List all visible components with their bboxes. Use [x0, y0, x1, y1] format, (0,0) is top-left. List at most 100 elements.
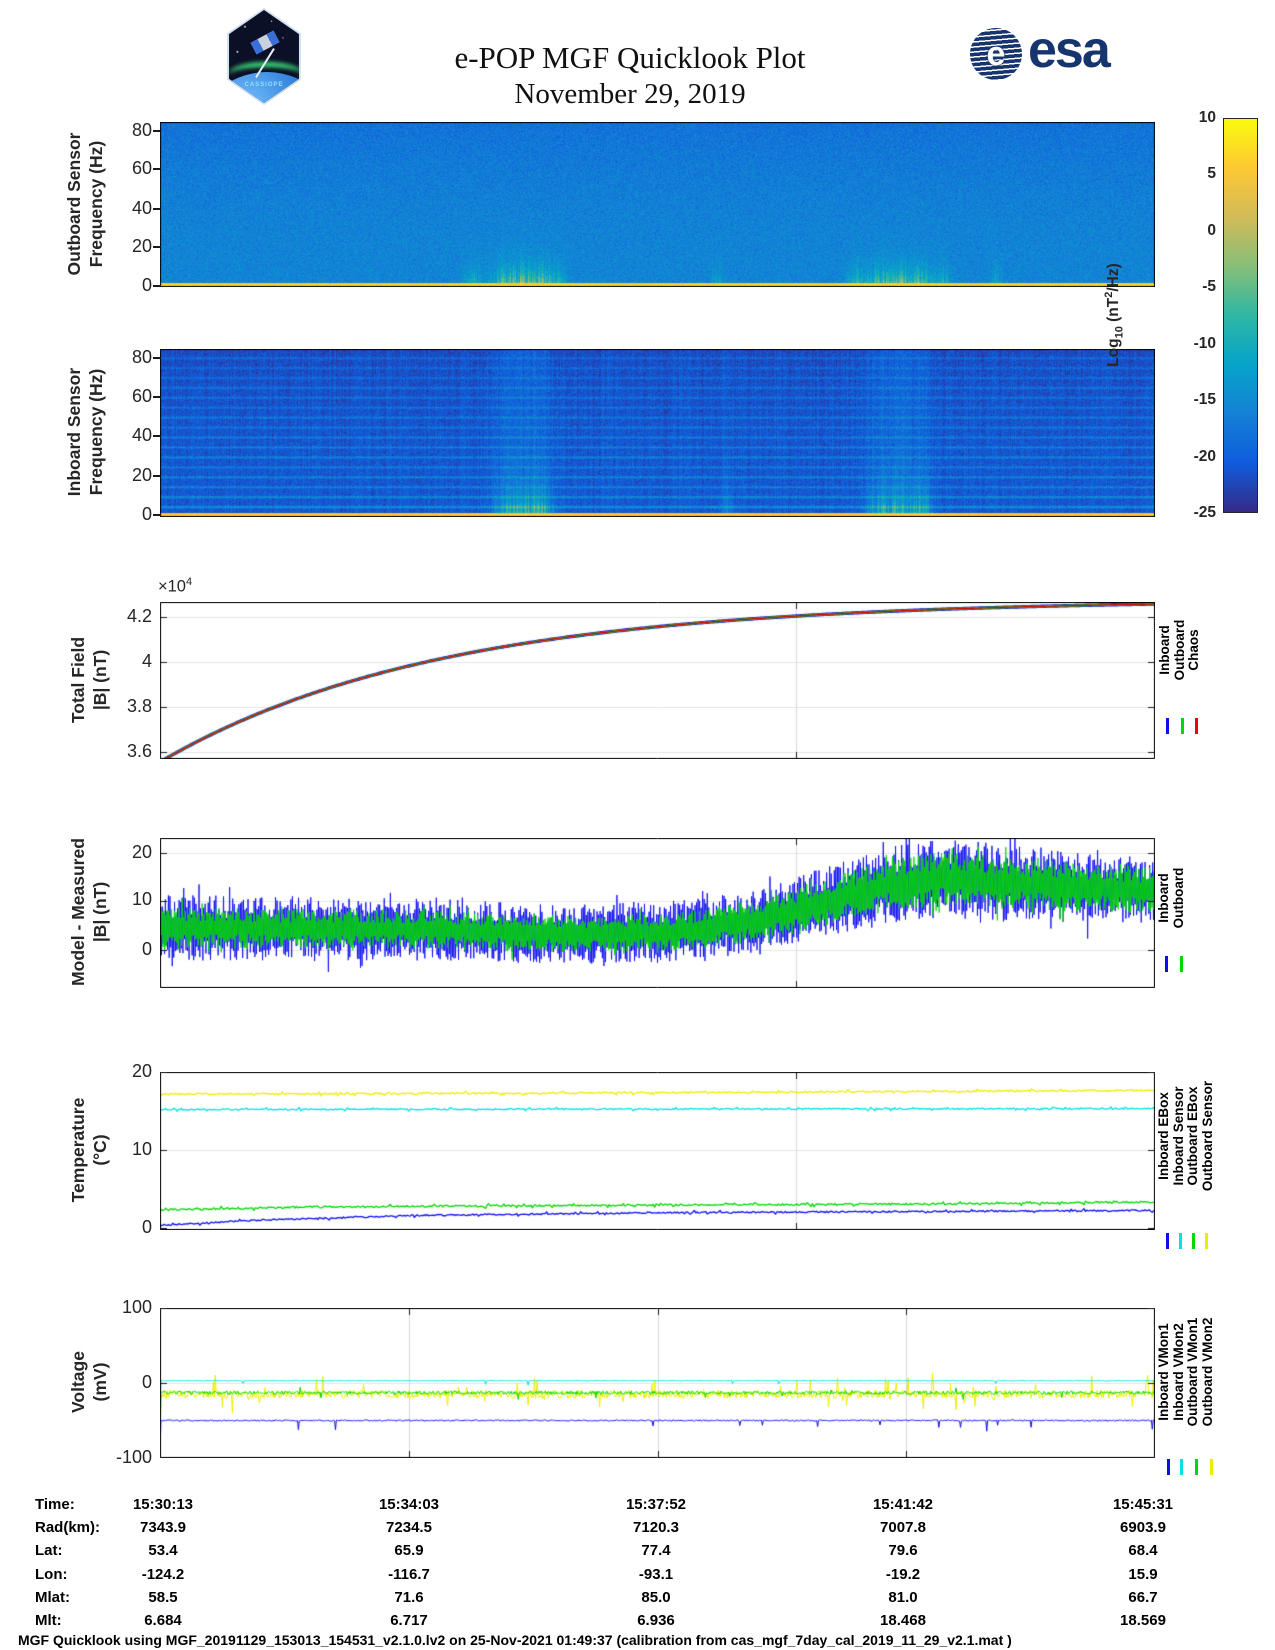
- total-field-ytick: 3.6: [126, 741, 152, 761]
- colorbar-tick: -25: [1193, 504, 1216, 521]
- tick-mark: [153, 168, 160, 170]
- eph-rad: 7007.8: [880, 1519, 926, 1536]
- temperature-ytick: 0: [141, 1217, 152, 1237]
- outboard-ytick: 80: [131, 120, 152, 140]
- voltage-legend: Inboard VMon1 Inboard VMon2 Outboard VMo…: [1156, 1297, 1215, 1447]
- legend-label-outboard-sensor: Outboard Sensor: [1199, 1080, 1215, 1192]
- legend-key-inboard: [1165, 956, 1168, 972]
- tick-mark: [153, 435, 160, 437]
- outboard-spectrogram-canvas: [160, 122, 1155, 287]
- eph-rad: 7234.5: [386, 1519, 432, 1536]
- temperature-ytick: 20: [131, 1061, 152, 1081]
- tick-mark: [153, 357, 160, 359]
- legend-key-inboard-sensor: [1179, 1233, 1182, 1249]
- inboard-spectrogram-ylabel: Inboard Sensor Frequency (Hz): [64, 367, 106, 497]
- total-field-exponent: ×104: [158, 576, 193, 596]
- legend-label-chaos: Chaos: [1186, 629, 1201, 671]
- eph-mlat: 81.0: [888, 1589, 918, 1606]
- model-measured-legend: Inboard Outboard: [1156, 838, 1187, 958]
- cassiope-mission-patch: CASSIOPE: [224, 8, 304, 105]
- legend-key-inboard-ebox: [1166, 1233, 1169, 1249]
- eph-time: 15:34:03: [378, 1496, 440, 1513]
- colorbar-tick: -10: [1193, 335, 1216, 352]
- legend-label-outboard-vmon1: Outboard VMon1: [1185, 1317, 1200, 1427]
- eph-mlt: 6.717: [390, 1612, 428, 1629]
- outboard-ytick: 40: [131, 198, 152, 218]
- eph-row-label: Time:: [35, 1496, 75, 1513]
- eph-lat: 79.6: [888, 1542, 918, 1559]
- outboard-ytick: 60: [131, 158, 152, 178]
- total-field-ytick: 4.2: [126, 606, 152, 626]
- legend-label-inboard: Inboard: [1156, 873, 1171, 923]
- eph-time: 15:45:31: [1112, 1496, 1174, 1513]
- inboard-ytick: 40: [131, 425, 152, 445]
- legend-label-inboard-vmon1: Inboard VMon1: [1156, 1323, 1171, 1421]
- total-field-ytick: 3.8: [126, 696, 152, 716]
- legend-key-outboard-ebox: [1192, 1233, 1195, 1249]
- eph-lat: 68.4: [1128, 1542, 1158, 1559]
- inboard-ytick: 80: [131, 347, 152, 367]
- colorbar-tick: 10: [1198, 109, 1216, 126]
- legend-key-inboard: [1166, 718, 1169, 734]
- outboard-ytick: 20: [131, 236, 152, 256]
- legend-label-outboard: Outboard: [1171, 619, 1187, 681]
- total-field-canvas: [160, 602, 1155, 759]
- legend-label-inboard: Inboard: [1157, 625, 1172, 675]
- legend-key-inboard-vmon1: [1167, 1459, 1170, 1475]
- legend-key-chaos: [1195, 718, 1198, 734]
- eph-rad: 7343.9: [140, 1519, 186, 1536]
- eph-mlat: 58.5: [148, 1589, 178, 1606]
- eph-mlat: 71.6: [394, 1589, 424, 1606]
- temperature-canvas: [160, 1072, 1155, 1230]
- colorbar-tick: -5: [1202, 278, 1216, 295]
- eph-mlt: 18.569: [1120, 1612, 1166, 1629]
- outboard-ytick: 0: [141, 275, 152, 295]
- voltage-ytick: 100: [121, 1297, 152, 1317]
- eph-time: 15:37:52: [625, 1496, 687, 1513]
- colorbar-tick: -20: [1193, 448, 1216, 465]
- colorbar-tick: 5: [1207, 165, 1216, 182]
- legend-key-outboard: [1181, 718, 1184, 734]
- legend-key-outboard-vmon1: [1195, 1459, 1198, 1475]
- model-measured-ytick: 20: [131, 842, 152, 862]
- eph-lat: 65.9: [394, 1542, 424, 1559]
- eph-row-label: Rad(km):: [35, 1519, 101, 1536]
- eph-rad: 6903.9: [1120, 1519, 1166, 1536]
- legend-label-inboard-ebox: Inboard EBox: [1156, 1092, 1171, 1180]
- total-field-legend: Inboard Outboard Chaos: [1157, 590, 1202, 710]
- total-field-ytick: 4: [141, 651, 152, 671]
- eph-lon: 15.9: [1128, 1566, 1158, 1583]
- eph-mlat: 85.0: [641, 1589, 671, 1606]
- eph-row-label: Lat:: [35, 1542, 63, 1559]
- temperature-ytick: 10: [131, 1139, 152, 1159]
- legend-label-outboard: Outboard: [1170, 867, 1186, 929]
- tick-mark: [153, 285, 160, 287]
- legend-label-inboard-vmon2: Inboard VMon2: [1170, 1323, 1186, 1421]
- voltage-ytick: 0: [141, 1372, 152, 1392]
- eph-mlt: 6.684: [144, 1612, 182, 1629]
- eph-row-label: Mlat:: [35, 1589, 70, 1606]
- eph-lon: -124.2: [141, 1566, 185, 1583]
- legend-label-outboard-vmon2: Outboard VMon2: [1199, 1317, 1215, 1427]
- model-measured-ylabel: Model - Measured |B| (nT): [68, 838, 110, 986]
- inboard-ytick: 0: [141, 504, 152, 524]
- inboard-ytick: 60: [131, 386, 152, 406]
- voltage-canvas: [160, 1308, 1155, 1458]
- voltage-ytick: -100: [115, 1447, 152, 1467]
- eph-lon: -19.2: [885, 1566, 921, 1583]
- legend-key-outboard-vmon2: [1210, 1459, 1213, 1475]
- esa-globe-icon: e: [970, 28, 1022, 80]
- eph-mlt: 6.936: [637, 1612, 675, 1629]
- eph-rad: 7120.3: [633, 1519, 679, 1536]
- model-measured-canvas: [160, 838, 1155, 988]
- colorbar-tick: 0: [1207, 222, 1216, 239]
- eph-row-label: Lon:: [35, 1566, 68, 1583]
- legend-key-inboard-vmon2: [1180, 1459, 1183, 1475]
- legend-key-outboard-sensor: [1205, 1233, 1208, 1249]
- eph-mlat: 66.7: [1128, 1589, 1158, 1606]
- colorbar-gradient: [1223, 118, 1258, 513]
- eph-time: 15:41:42: [872, 1496, 934, 1513]
- tick-mark: [153, 396, 160, 398]
- model-measured-ytick: 0: [141, 939, 152, 959]
